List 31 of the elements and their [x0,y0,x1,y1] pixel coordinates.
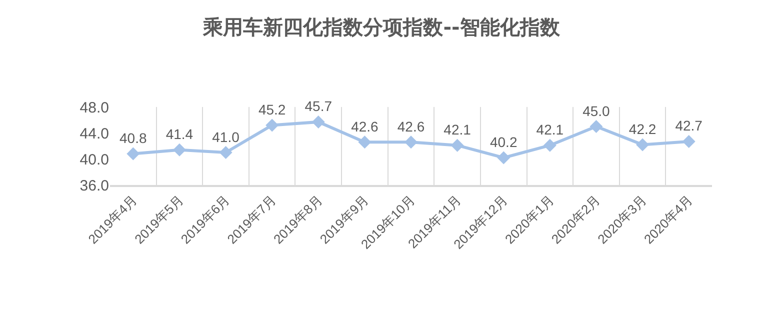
point [172,143,186,156]
point [636,138,650,152]
point [126,147,140,160]
data-label: 45.0 [582,102,610,119]
data-label: 40.2 [490,134,518,150]
data-label: 42.2 [628,120,656,137]
point [266,118,279,132]
point [682,134,696,148]
y-tick-label: 48.0 [80,99,109,116]
point [450,138,464,152]
point [358,136,372,149]
data-label: 41.0 [212,128,240,145]
data-label: 42.7 [675,118,703,134]
point [219,146,232,159]
chart-title: 乘用车新四化指数分项指数--智能化指数 [202,14,561,39]
data-label: 42.1 [444,122,472,138]
data-label: 42.1 [536,122,564,138]
data-label: 40.8 [120,130,147,146]
point [543,138,556,152]
point [312,115,325,128]
y-tick-label: 40.0 [80,151,109,168]
point [590,120,603,133]
point [404,136,418,149]
data-label: 45.2 [258,101,286,118]
point [497,151,510,164]
y-tick-label: 36.0 [80,177,109,194]
data-label: 42.6 [351,118,379,134]
y-tick-label: 44.0 [80,125,109,142]
data-label: 42.6 [397,118,425,134]
data-label: 41.4 [166,126,194,142]
data-label: 45.7 [304,98,332,114]
